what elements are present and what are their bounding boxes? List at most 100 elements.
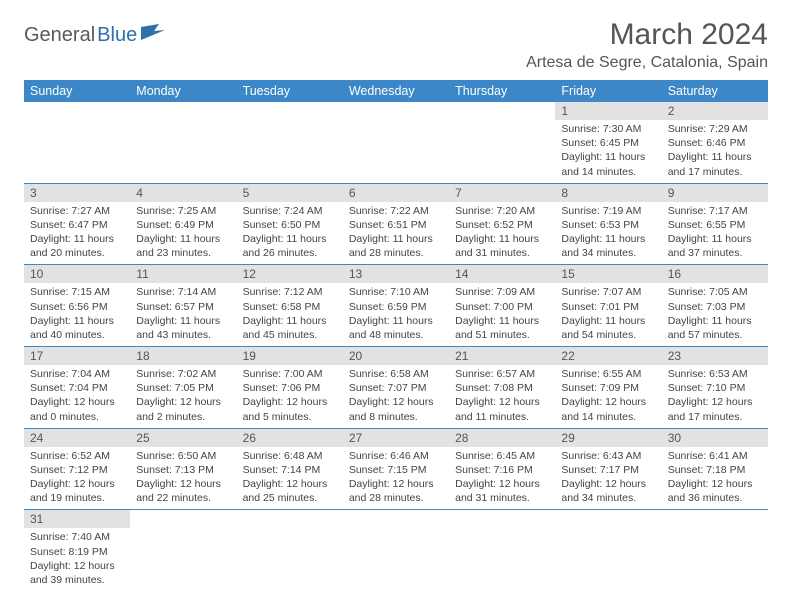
- sunset: Sunset: 7:05 PM: [136, 381, 230, 395]
- sunset: Sunset: 6:53 PM: [561, 218, 655, 232]
- location: Artesa de Segre, Catalonia, Spain: [526, 54, 768, 72]
- sunset: Sunset: 8:19 PM: [30, 545, 124, 559]
- day-content: Sunrise: 7:29 AMSunset: 6:46 PMDaylight:…: [662, 120, 768, 183]
- calendar-cell: [449, 510, 555, 591]
- sunrise: Sunrise: 6:55 AM: [561, 367, 655, 381]
- sunset: Sunset: 7:17 PM: [561, 463, 655, 477]
- day-content: Sunrise: 6:58 AMSunset: 7:07 PMDaylight:…: [343, 365, 449, 428]
- day-number: 28: [449, 429, 555, 447]
- daylight: Daylight: 11 hours and 54 minutes.: [561, 314, 655, 342]
- daylight: Daylight: 11 hours and 48 minutes.: [349, 314, 443, 342]
- calendar-cell: 9Sunrise: 7:17 AMSunset: 6:55 PMDaylight…: [662, 183, 768, 265]
- daylight: Daylight: 11 hours and 45 minutes.: [243, 314, 337, 342]
- day-content: Sunrise: 6:43 AMSunset: 7:17 PMDaylight:…: [555, 447, 661, 510]
- daylight: Daylight: 12 hours and 2 minutes.: [136, 395, 230, 423]
- day-number: 5: [237, 184, 343, 202]
- logo: GeneralBlue: [24, 18, 167, 47]
- weekday-header: Thursday: [449, 80, 555, 102]
- calendar-cell: [130, 102, 236, 183]
- calendar-cell: 16Sunrise: 7:05 AMSunset: 7:03 PMDayligh…: [662, 265, 768, 347]
- sunrise: Sunrise: 7:22 AM: [349, 204, 443, 218]
- sunrise: Sunrise: 6:57 AM: [455, 367, 549, 381]
- calendar-cell: 4Sunrise: 7:25 AMSunset: 6:49 PMDaylight…: [130, 183, 236, 265]
- daylight: Daylight: 11 hours and 14 minutes.: [561, 150, 655, 178]
- sunrise: Sunrise: 6:46 AM: [349, 449, 443, 463]
- sunset: Sunset: 6:52 PM: [455, 218, 549, 232]
- sunset: Sunset: 6:56 PM: [30, 300, 124, 314]
- day-content: Sunrise: 7:17 AMSunset: 6:55 PMDaylight:…: [662, 202, 768, 265]
- calendar-cell: 13Sunrise: 7:10 AMSunset: 6:59 PMDayligh…: [343, 265, 449, 347]
- header: GeneralBlue March 2024 Artesa de Segre, …: [24, 18, 768, 72]
- day-content: Sunrise: 6:55 AMSunset: 7:09 PMDaylight:…: [555, 365, 661, 428]
- daylight: Daylight: 12 hours and 5 minutes.: [243, 395, 337, 423]
- calendar-cell: 30Sunrise: 6:41 AMSunset: 7:18 PMDayligh…: [662, 428, 768, 510]
- sunset: Sunset: 7:10 PM: [668, 381, 762, 395]
- day-number: 6: [343, 184, 449, 202]
- sunset: Sunset: 7:06 PM: [243, 381, 337, 395]
- calendar-cell: [343, 102, 449, 183]
- calendar-cell: 3Sunrise: 7:27 AMSunset: 6:47 PMDaylight…: [24, 183, 130, 265]
- sunrise: Sunrise: 7:24 AM: [243, 204, 337, 218]
- sunrise: Sunrise: 7:00 AM: [243, 367, 337, 381]
- sunrise: Sunrise: 7:09 AM: [455, 285, 549, 299]
- day-content: Sunrise: 7:22 AMSunset: 6:51 PMDaylight:…: [343, 202, 449, 265]
- calendar-cell: 5Sunrise: 7:24 AMSunset: 6:50 PMDaylight…: [237, 183, 343, 265]
- daylight: Daylight: 12 hours and 19 minutes.: [30, 477, 124, 505]
- calendar-table: Sunday Monday Tuesday Wednesday Thursday…: [24, 80, 768, 591]
- weekday-header: Monday: [130, 80, 236, 102]
- day-content: Sunrise: 7:15 AMSunset: 6:56 PMDaylight:…: [24, 283, 130, 346]
- calendar-row: 3Sunrise: 7:27 AMSunset: 6:47 PMDaylight…: [24, 183, 768, 265]
- sunset: Sunset: 7:00 PM: [455, 300, 549, 314]
- calendar-cell: 12Sunrise: 7:12 AMSunset: 6:58 PMDayligh…: [237, 265, 343, 347]
- day-content: Sunrise: 6:53 AMSunset: 7:10 PMDaylight:…: [662, 365, 768, 428]
- daylight: Daylight: 12 hours and 25 minutes.: [243, 477, 337, 505]
- day-content: Sunrise: 6:46 AMSunset: 7:15 PMDaylight:…: [343, 447, 449, 510]
- day-number: 10: [24, 265, 130, 283]
- day-content: Sunrise: 7:24 AMSunset: 6:50 PMDaylight:…: [237, 202, 343, 265]
- day-content: Sunrise: 6:57 AMSunset: 7:08 PMDaylight:…: [449, 365, 555, 428]
- sunset: Sunset: 6:45 PM: [561, 136, 655, 150]
- sunrise: Sunrise: 7:40 AM: [30, 530, 124, 544]
- weekday-header: Sunday: [24, 80, 130, 102]
- day-content: Sunrise: 6:41 AMSunset: 7:18 PMDaylight:…: [662, 447, 768, 510]
- day-content: Sunrise: 7:04 AMSunset: 7:04 PMDaylight:…: [24, 365, 130, 428]
- day-number: 30: [662, 429, 768, 447]
- day-number-empty: [449, 102, 555, 120]
- calendar-cell: [449, 102, 555, 183]
- daylight: Daylight: 11 hours and 17 minutes.: [668, 150, 762, 178]
- daylight: Daylight: 11 hours and 51 minutes.: [455, 314, 549, 342]
- calendar-cell: 20Sunrise: 6:58 AMSunset: 7:07 PMDayligh…: [343, 347, 449, 429]
- daylight: Daylight: 11 hours and 57 minutes.: [668, 314, 762, 342]
- sunset: Sunset: 6:51 PM: [349, 218, 443, 232]
- sunset: Sunset: 7:09 PM: [561, 381, 655, 395]
- sunrise: Sunrise: 6:45 AM: [455, 449, 549, 463]
- sunset: Sunset: 7:15 PM: [349, 463, 443, 477]
- calendar-cell: 29Sunrise: 6:43 AMSunset: 7:17 PMDayligh…: [555, 428, 661, 510]
- sunset: Sunset: 7:14 PM: [243, 463, 337, 477]
- day-number: 21: [449, 347, 555, 365]
- day-content: Sunrise: 7:40 AMSunset: 8:19 PMDaylight:…: [24, 528, 130, 591]
- day-number: 26: [237, 429, 343, 447]
- weekday-header: Friday: [555, 80, 661, 102]
- sunset: Sunset: 6:50 PM: [243, 218, 337, 232]
- calendar-row: 17Sunrise: 7:04 AMSunset: 7:04 PMDayligh…: [24, 347, 768, 429]
- calendar-row: 1Sunrise: 7:30 AMSunset: 6:45 PMDaylight…: [24, 102, 768, 183]
- calendar-cell: 25Sunrise: 6:50 AMSunset: 7:13 PMDayligh…: [130, 428, 236, 510]
- calendar-row: 31Sunrise: 7:40 AMSunset: 8:19 PMDayligh…: [24, 510, 768, 591]
- calendar-cell: [343, 510, 449, 591]
- sunset: Sunset: 7:07 PM: [349, 381, 443, 395]
- calendar-cell: 19Sunrise: 7:00 AMSunset: 7:06 PMDayligh…: [237, 347, 343, 429]
- day-number: 7: [449, 184, 555, 202]
- title-block: March 2024 Artesa de Segre, Catalonia, S…: [526, 18, 768, 72]
- day-content: Sunrise: 7:12 AMSunset: 6:58 PMDaylight:…: [237, 283, 343, 346]
- daylight: Daylight: 12 hours and 8 minutes.: [349, 395, 443, 423]
- day-number: 24: [24, 429, 130, 447]
- sunrise: Sunrise: 7:25 AM: [136, 204, 230, 218]
- calendar-cell: 8Sunrise: 7:19 AMSunset: 6:53 PMDaylight…: [555, 183, 661, 265]
- day-number: 4: [130, 184, 236, 202]
- day-number: 9: [662, 184, 768, 202]
- sunset: Sunset: 7:16 PM: [455, 463, 549, 477]
- sunrise: Sunrise: 6:53 AM: [668, 367, 762, 381]
- calendar-cell: 2Sunrise: 7:29 AMSunset: 6:46 PMDaylight…: [662, 102, 768, 183]
- day-number-empty: [237, 102, 343, 120]
